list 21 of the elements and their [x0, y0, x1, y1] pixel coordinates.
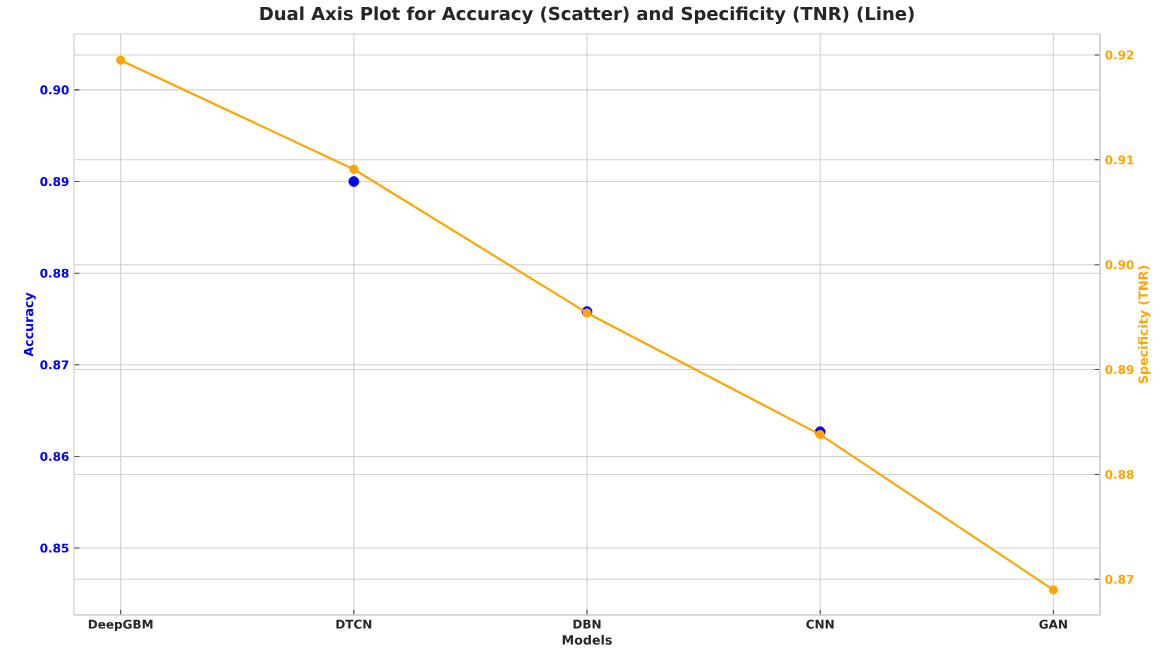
y-tick-label: 0.88 [40, 268, 69, 278]
y-tick-label: 0.87 [40, 360, 69, 370]
x-tick-label: DBN [573, 619, 601, 629]
y-axis-title: Accuracy [23, 292, 36, 357]
x-tick-label: DeepGBM [88, 619, 153, 632]
y2-tick-label: 0.91 [1105, 155, 1134, 165]
x-tick-label: CNN [806, 619, 834, 629]
y-tick-label: 0.85 [40, 543, 69, 553]
y2-tick-label: 0.89 [1105, 365, 1134, 375]
y-tick-label: 0.90 [40, 85, 69, 95]
y-tick-label: 0.86 [40, 451, 69, 461]
chart-title: Dual Axis Plot for Accuracy (Scatter) and Specificity (TNR) (Line) [260, 6, 914, 24]
y2-tick-label: 0.88 [1105, 469, 1134, 479]
x-tick-label: DTCN [336, 619, 372, 629]
x-axis-title: Models [562, 634, 612, 645]
y2-tick-label: 0.90 [1105, 260, 1134, 270]
y2-tick-label: 0.87 [1105, 574, 1134, 584]
y2-axis-title: Specificity (TNR) [1138, 265, 1151, 384]
y-tick-label: 0.89 [40, 176, 69, 187]
x-tick-label: GAN [1039, 619, 1067, 629]
y2-tick-label: 0.92 [1105, 50, 1134, 60]
